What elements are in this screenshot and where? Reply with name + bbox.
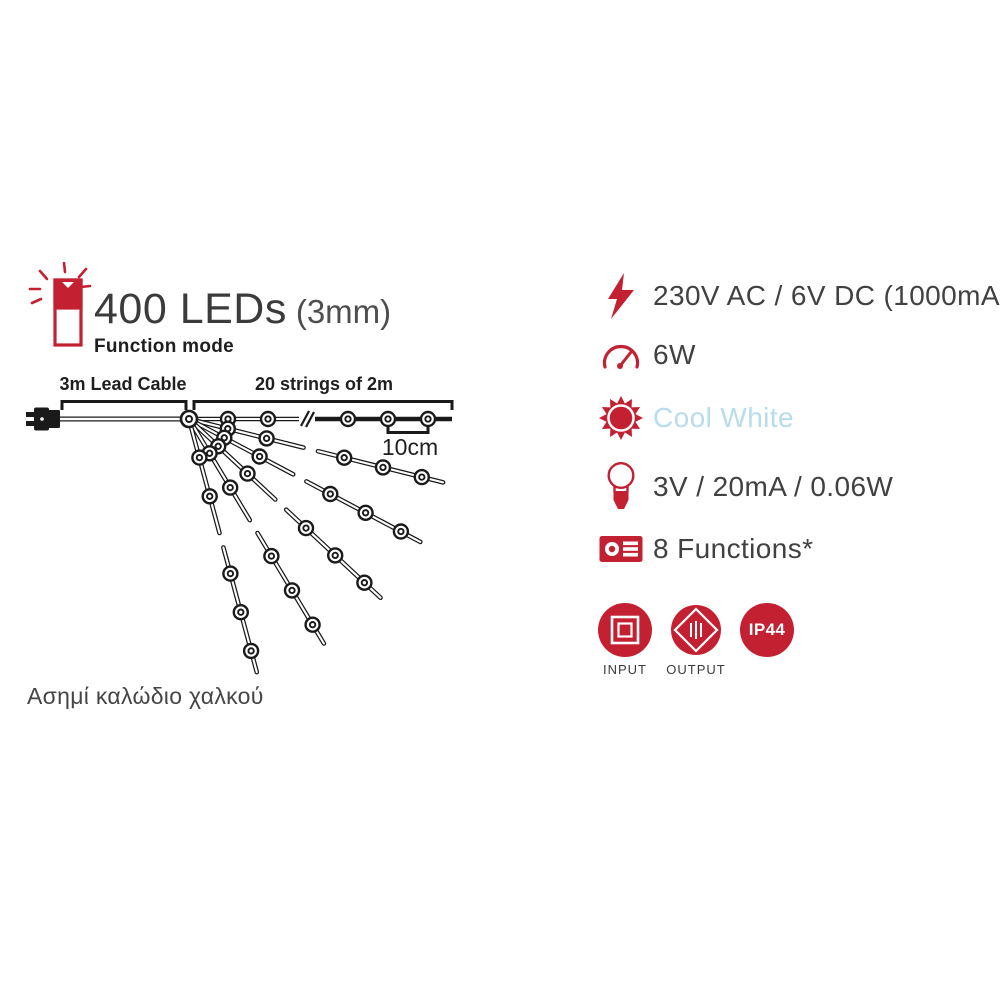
- spec-light-color-value: Cool White: [653, 402, 794, 433]
- strings-bracket: [192, 400, 454, 410]
- output-badge-icon: [671, 605, 721, 655]
- ip-rating-text: IP44: [748, 620, 786, 639]
- function-display-icon: [597, 535, 645, 563]
- led-lamp-icon: [28, 262, 92, 347]
- spec-led-spec-value: 3V / 20mA / 0.06W: [653, 471, 894, 502]
- led-bulbs: [179, 409, 437, 660]
- plug-icon: [26, 407, 60, 431]
- spec-row-light-color: Cool White: [597, 394, 794, 442]
- spec-row-led-spec: 3V / 20mA / 0.06W: [597, 460, 893, 514]
- spec-row-wattage: 6W: [597, 338, 696, 372]
- led-spacing-label: 10cm: [381, 434, 439, 460]
- strings-label: 20 strings of 2m: [254, 374, 394, 394]
- lightning-icon: [597, 273, 645, 319]
- sun-icon: [597, 395, 645, 441]
- cable-material-note: Ασημί καλώδιο χαλκού: [27, 683, 264, 709]
- led-size-note: (3mm): [295, 293, 392, 330]
- header: 400 LEDs (3mm) Function mode: [94, 288, 391, 358]
- spec-row-voltage: 230V AC / 6V DC (1000mA): [597, 272, 1000, 320]
- spec-voltage-value: 230V AC / 6V DC (1000mA): [653, 280, 1000, 311]
- gauge-icon: [597, 340, 645, 370]
- output-badge-label: OUTPUT: [666, 662, 726, 677]
- lead-cable-bracket: [60, 400, 188, 410]
- input-badge-icon: [598, 603, 652, 657]
- spec-functions-value: 8 Functions*: [653, 533, 814, 564]
- spec-row-functions: 8 Functions*: [597, 533, 813, 565]
- junction-led: [179, 409, 199, 429]
- spec-wattage-value: 6W: [653, 339, 696, 370]
- function-mode-label: Function mode: [94, 336, 235, 357]
- spacing-bracket: [386, 424, 430, 434]
- led-rays: [28, 262, 92, 305]
- lead-cable-label: 3m Lead Cable: [59, 374, 187, 394]
- bulb-icon: [597, 461, 645, 513]
- page-title: 400 LEDs: [94, 285, 287, 333]
- input-badge-label: INPUT: [603, 662, 647, 677]
- ip44-badge: IP44: [740, 603, 794, 657]
